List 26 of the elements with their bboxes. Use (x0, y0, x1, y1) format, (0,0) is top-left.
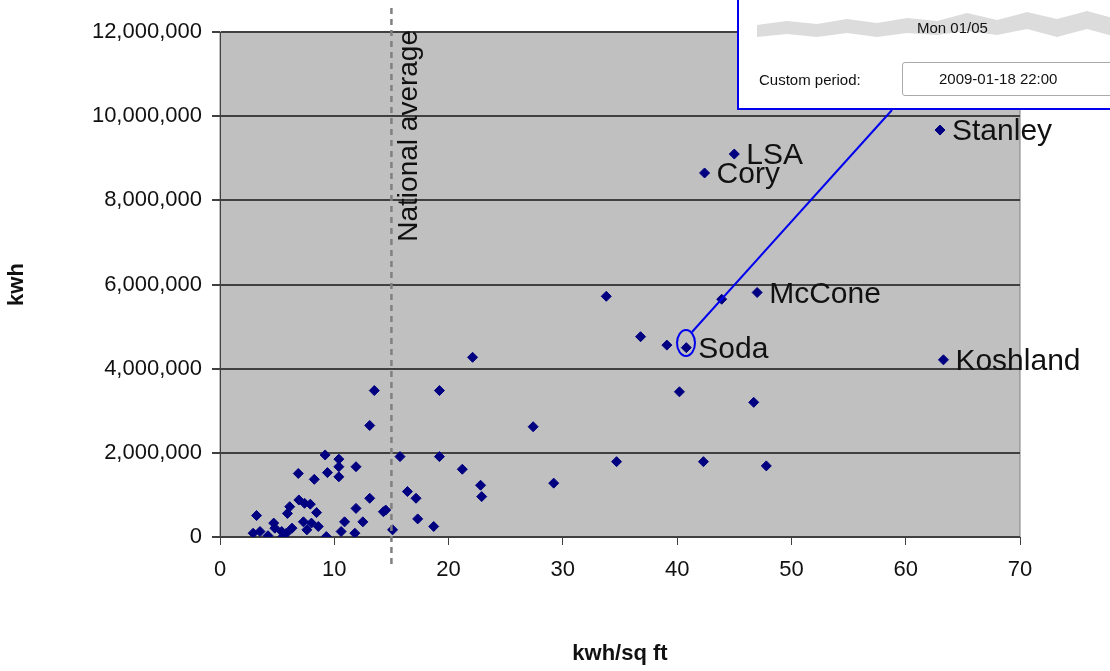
x-tick-label: 70 (1007, 556, 1033, 582)
y-tick-label: 6,000,000 (104, 270, 202, 296)
x-tick-label: 60 (893, 556, 918, 582)
y-tick-label: 2,000,000 (104, 438, 202, 464)
y-tick-label: 4,000,000 (104, 354, 202, 380)
y-tick-label: 0 (189, 523, 202, 549)
x-tick-label: 50 (779, 556, 804, 582)
y-tick-label: 8,000,000 (104, 186, 202, 212)
annotation: 2009-01-18 22:00 (939, 70, 1058, 87)
x-tick-label: 10 (322, 556, 347, 582)
annotation: Soda (698, 330, 769, 364)
annotation: Koshland (955, 343, 1081, 377)
screenshot-panel: Mon 01/05 Custom period: 2009-01-18 22:00 (737, 0, 1110, 110)
annotation: Mon 01/05 (917, 19, 988, 36)
y-tick-label: 10,000,000 (91, 102, 202, 128)
annotation: Stanley (952, 113, 1053, 147)
x-tick-label: 0 (213, 556, 227, 582)
annotation: McCone (769, 275, 881, 309)
y-axis-title: kwh (3, 263, 29, 306)
x-tick-label: 40 (664, 556, 690, 582)
ref-line-label: National average (392, 30, 424, 242)
annotation: Custom period: (759, 71, 861, 88)
x-tick-label: 30 (550, 556, 576, 582)
x-tick-label: 20 (436, 556, 461, 582)
y-tick-label: 12,000,000 (91, 18, 202, 44)
x-axis-title: kwh/sq ft (572, 639, 669, 665)
